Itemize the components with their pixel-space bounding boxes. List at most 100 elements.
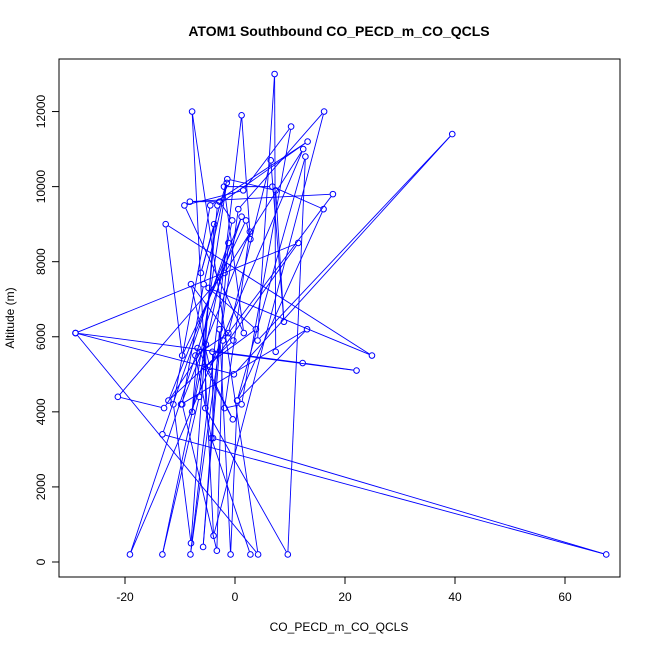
series-line-segment xyxy=(181,234,250,402)
data-point xyxy=(368,352,376,359)
series-line-segment xyxy=(230,403,238,552)
data-point xyxy=(178,352,186,359)
y-tick-label: 6000 xyxy=(34,323,48,350)
series-line-segment xyxy=(274,77,277,349)
data-point xyxy=(162,220,169,228)
data-point xyxy=(240,329,248,337)
data-point xyxy=(242,217,250,224)
data-point xyxy=(269,183,276,190)
series-line-segment xyxy=(225,151,302,271)
series-line-segment xyxy=(240,113,323,208)
series-line-segment xyxy=(211,441,250,552)
series-line-segment xyxy=(120,397,162,408)
data-point xyxy=(294,239,302,247)
data-point xyxy=(210,532,217,540)
data-point xyxy=(200,280,207,288)
series-line-segment xyxy=(173,208,211,402)
series-line-segment xyxy=(183,223,246,353)
data-point xyxy=(602,551,610,558)
data-point xyxy=(126,551,134,558)
series-line-segment xyxy=(182,287,204,402)
data-point xyxy=(160,404,168,412)
series-line-segment xyxy=(206,410,287,552)
series-line-segment xyxy=(165,434,604,555)
data-point xyxy=(238,112,245,119)
data-point xyxy=(254,337,261,344)
series-line-segment xyxy=(257,77,275,338)
data-point xyxy=(201,363,209,371)
y-axis: 0 2000 4000 6000 8000 10000 12000 xyxy=(34,95,60,565)
series-line-segment xyxy=(78,333,231,374)
data-point xyxy=(206,202,214,209)
data-point xyxy=(225,239,232,247)
data-point xyxy=(197,269,205,277)
series-line-segment xyxy=(241,118,251,237)
data-point xyxy=(267,157,275,164)
series-line-segment xyxy=(190,212,239,552)
series-line-segment xyxy=(202,246,229,544)
data-point xyxy=(229,416,237,423)
data-point xyxy=(210,220,218,228)
points-layer xyxy=(72,70,610,558)
series-line-segment xyxy=(192,286,232,339)
data-point xyxy=(209,434,217,442)
data-point xyxy=(329,190,337,198)
series-line-segment xyxy=(191,351,198,409)
data-point xyxy=(299,359,306,367)
data-point xyxy=(159,551,166,558)
data-point xyxy=(299,145,307,153)
data-point xyxy=(224,175,231,183)
data-point xyxy=(165,397,172,404)
x-axis-label: CO_PECD_m_CO_QCLS xyxy=(270,620,409,634)
series-line-segment xyxy=(183,330,305,404)
data-point xyxy=(192,352,199,359)
data-point xyxy=(188,408,196,416)
data-point xyxy=(177,401,185,408)
series-line-segment xyxy=(212,142,306,205)
y-tick-label: 12000 xyxy=(34,95,48,129)
x-tick-label: 0 xyxy=(232,590,239,604)
series-line-segment xyxy=(305,363,354,371)
series-line-segment xyxy=(235,136,451,373)
series-line-segment xyxy=(244,128,290,189)
x-tick-label: -20 xyxy=(116,590,134,604)
data-point xyxy=(221,404,228,412)
series-line-segment xyxy=(215,438,604,555)
data-point xyxy=(228,217,236,224)
x-tick-label: 40 xyxy=(448,590,462,604)
series-line-segment xyxy=(239,331,306,399)
data-point xyxy=(225,329,232,337)
series-line-segment xyxy=(219,143,306,204)
series-line-segment xyxy=(193,193,330,202)
x-axis: -20 0 20 40 60 xyxy=(116,576,572,604)
data-point xyxy=(72,329,79,337)
data-point xyxy=(280,318,288,326)
series-line-segment xyxy=(119,275,223,395)
data-point xyxy=(195,393,203,401)
data-point xyxy=(284,551,292,558)
data-point xyxy=(320,205,327,213)
data-point xyxy=(216,198,223,205)
data-point xyxy=(247,235,254,243)
data-point xyxy=(221,269,228,277)
series-line-segment xyxy=(211,288,370,355)
data-point xyxy=(302,153,309,160)
series-line-segment xyxy=(190,118,242,552)
data-point xyxy=(272,348,280,356)
series-line-segment xyxy=(275,193,285,319)
data-point xyxy=(230,371,238,378)
data-point xyxy=(353,367,360,374)
data-point xyxy=(238,401,245,408)
series-line-segment xyxy=(162,399,199,552)
series-line-segment xyxy=(169,219,241,398)
data-point xyxy=(230,337,237,344)
series-line-segment xyxy=(185,208,243,331)
series-line-segment xyxy=(287,159,306,552)
data-point xyxy=(303,325,311,333)
data-point xyxy=(216,325,223,333)
series-line-segment xyxy=(223,189,244,330)
data-point xyxy=(235,205,242,213)
x-tick-label: 20 xyxy=(338,590,352,604)
series-line-segment xyxy=(187,190,241,206)
